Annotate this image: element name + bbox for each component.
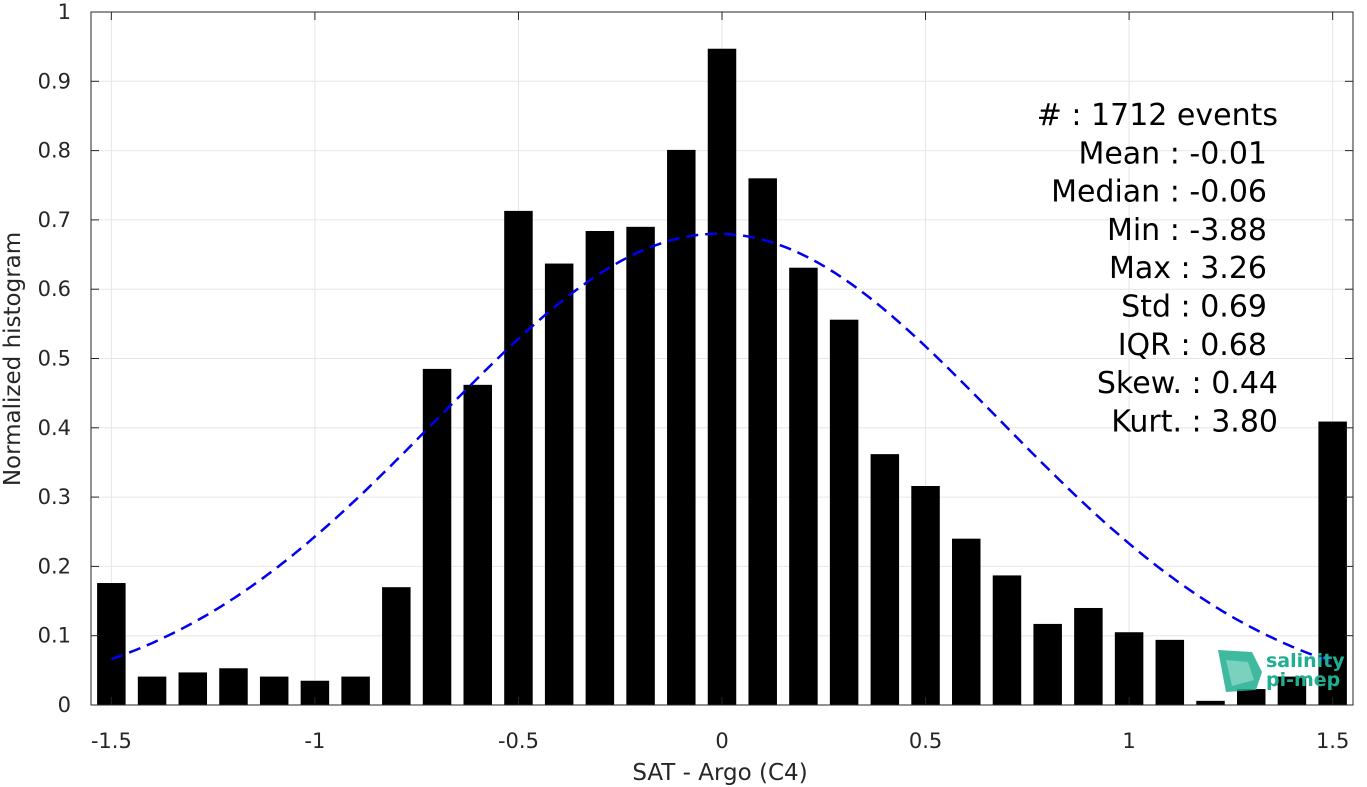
logo-icon xyxy=(1218,650,1262,692)
y-axis-ticks: 0 0.1 0.2 0.3 0.4 0.5 0.6 0.7 0.8 0.9 1 xyxy=(38,0,1353,717)
logo-text-line2: pi-mep xyxy=(1266,669,1340,691)
stats-line: Min : -3.88 xyxy=(1107,213,1267,248)
histogram-bar xyxy=(178,672,208,705)
x-axis-label: SAT - Argo (C4) xyxy=(632,760,807,786)
x-tick-label: 1 xyxy=(1122,729,1135,753)
histogram-bar xyxy=(463,384,492,705)
histogram-bar xyxy=(789,267,818,705)
histogram-bar xyxy=(504,210,533,706)
stats-line: Skew. : 0.44 xyxy=(1097,366,1278,401)
x-tick-label: -1 xyxy=(304,729,325,753)
y-tick-label: 0.7 xyxy=(38,208,71,232)
histogram-bar xyxy=(544,263,574,705)
histogram-bar xyxy=(829,319,859,705)
stats-line: Mean : -0.01 xyxy=(1078,136,1267,171)
histogram-bar xyxy=(1033,623,1062,705)
histogram-bar xyxy=(1277,676,1307,705)
stats-line: Kurt. : 3.80 xyxy=(1111,404,1278,439)
stats-line: IQR : 0.68 xyxy=(1118,328,1267,363)
y-tick-label: 0.4 xyxy=(38,416,71,440)
x-tick-label: 1.5 xyxy=(1316,729,1349,753)
stats-line: Std : 0.69 xyxy=(1121,290,1267,325)
histogram-bar xyxy=(382,587,411,705)
histogram-bar xyxy=(952,538,981,705)
y-tick-label: 0.6 xyxy=(38,277,71,301)
y-tick-label: 0 xyxy=(58,693,71,717)
logo-text-line1: salinity xyxy=(1266,650,1345,672)
x-tick-label: 0 xyxy=(715,729,728,753)
x-tick-label: -1.5 xyxy=(91,729,132,753)
bars-layer xyxy=(97,48,1347,706)
histogram-bar xyxy=(585,230,615,705)
histogram-bar xyxy=(667,149,696,706)
histogram-bar xyxy=(748,178,777,705)
histogram-bar xyxy=(1114,632,1144,705)
histogram-bar xyxy=(341,676,370,705)
histogram-bar xyxy=(137,676,167,705)
stats-line: # : 1712 events xyxy=(1037,98,1278,133)
y-tick-label: 0.8 xyxy=(38,139,71,163)
histogram-bar xyxy=(707,48,737,705)
y-tick-label: 0.9 xyxy=(38,69,71,93)
histogram-bar xyxy=(870,454,900,705)
x-tick-label: -0.5 xyxy=(498,729,539,753)
y-axis-label: Normalized histogram xyxy=(0,232,26,486)
histogram-bar xyxy=(1155,639,1185,705)
histogram-bar xyxy=(911,486,940,705)
histogram-bar xyxy=(1074,607,1103,705)
histogram-bar xyxy=(626,226,655,705)
x-tick-label: 0.5 xyxy=(909,729,942,753)
salinity-pimep-logo: salinity pi-mep xyxy=(1218,650,1345,692)
stats-line: Max : 3.26 xyxy=(1109,251,1267,286)
y-tick-label: 0.1 xyxy=(38,624,71,648)
histogram-bar xyxy=(992,575,1022,705)
histogram-bar xyxy=(1196,700,1225,705)
y-tick-label: 0.3 xyxy=(38,485,71,509)
y-tick-label: 1 xyxy=(58,0,71,24)
histogram-bar xyxy=(422,368,452,705)
x-axis-ticks: -1.5 -1 -0.5 0 0.5 1 1.5 xyxy=(91,12,1349,753)
histogram-bar xyxy=(97,583,126,705)
histogram-bar xyxy=(1236,689,1266,705)
y-tick-label: 0.2 xyxy=(38,554,71,578)
y-tick-label: 0.5 xyxy=(38,347,71,371)
histogram-bar xyxy=(219,668,248,705)
stats-line: Median : -0.06 xyxy=(1051,175,1267,210)
histogram-bar xyxy=(259,676,289,705)
gaussian-fit-curve xyxy=(110,232,1334,664)
